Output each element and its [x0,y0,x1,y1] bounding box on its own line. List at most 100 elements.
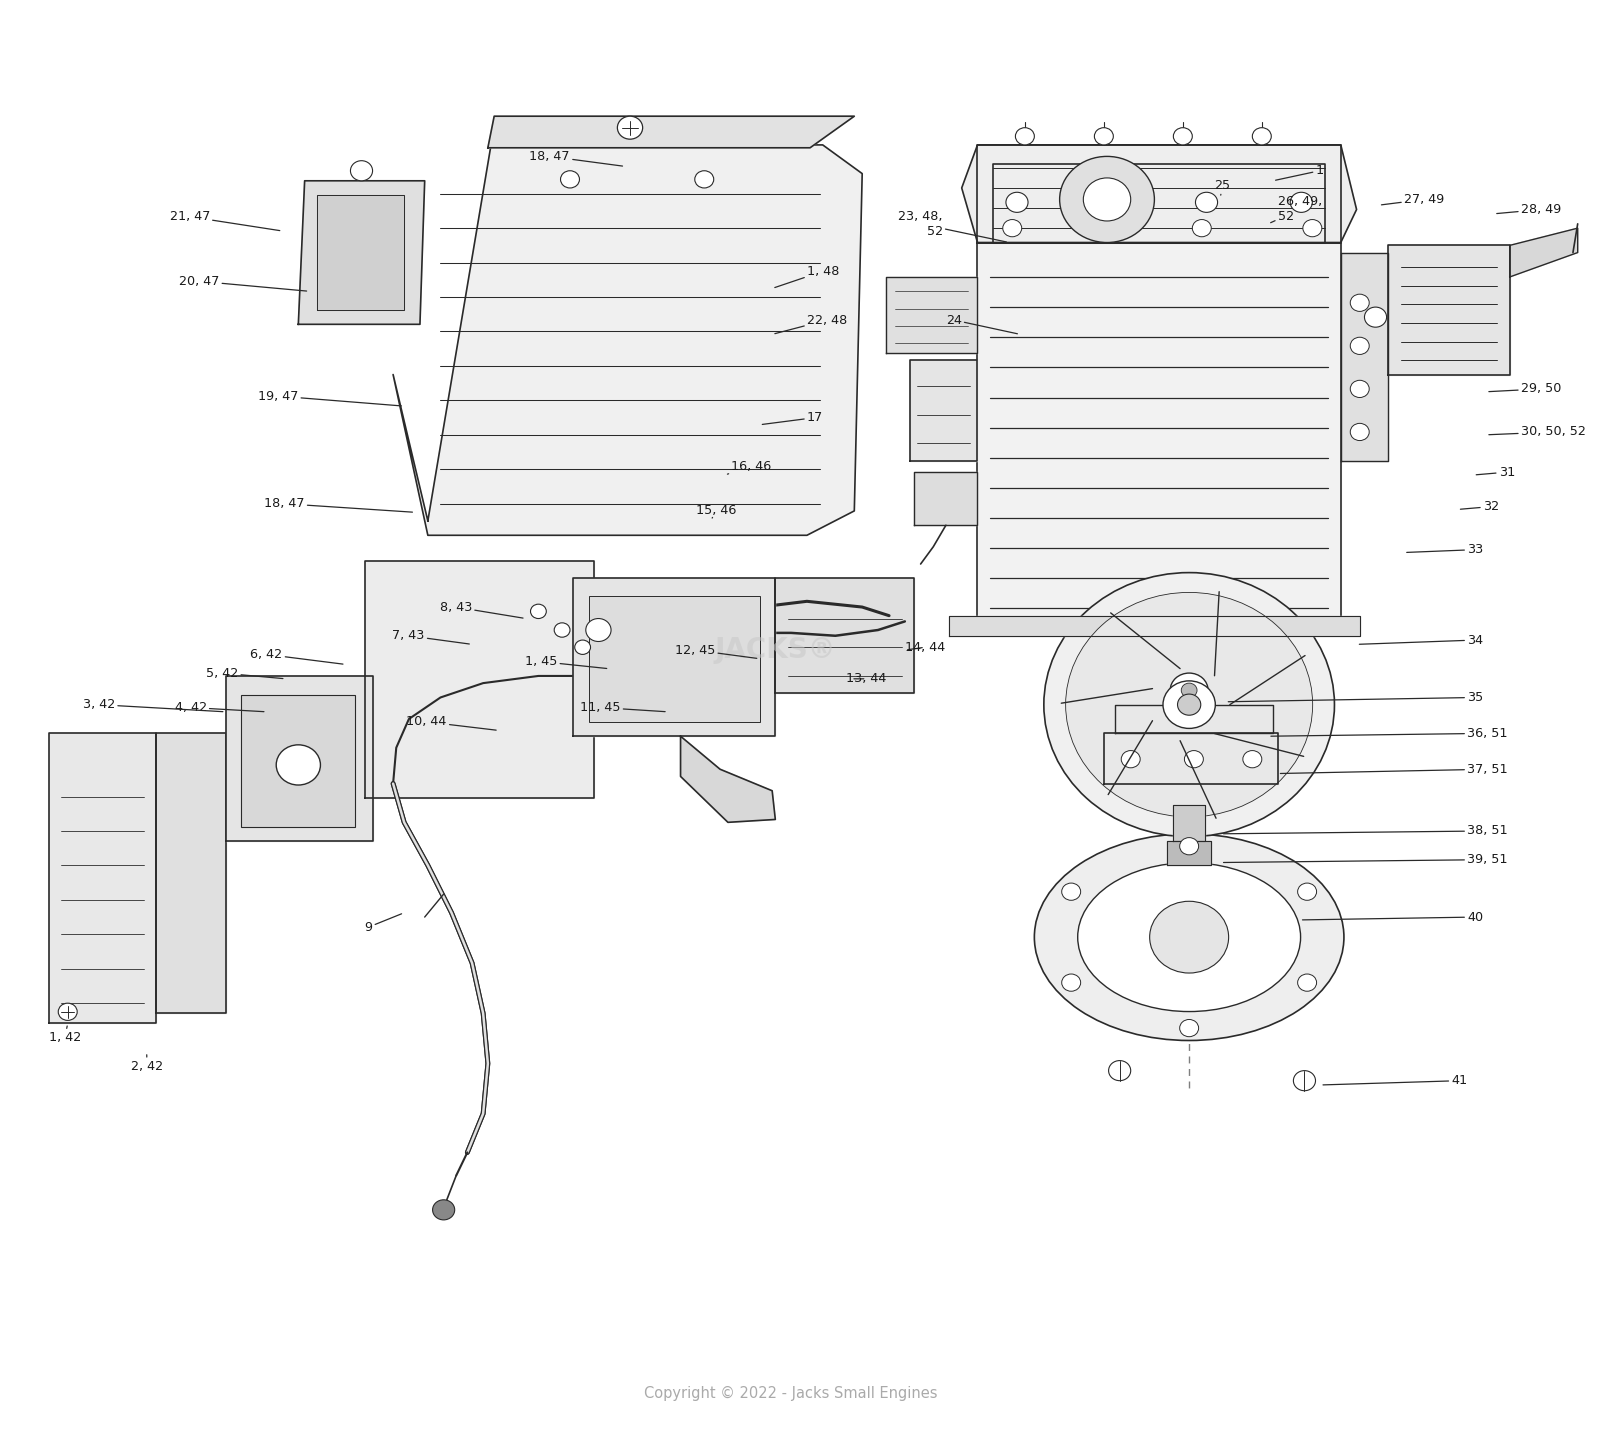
Ellipse shape [1034,834,1344,1041]
Bar [589,595,760,722]
Polygon shape [298,181,424,325]
Polygon shape [48,733,157,1024]
Text: 2, 42: 2, 42 [131,1054,163,1073]
Polygon shape [1389,246,1510,374]
Polygon shape [1341,253,1389,460]
Text: 31: 31 [1477,466,1515,479]
Circle shape [1062,883,1080,900]
Text: JACKS®: JACKS® [715,636,837,664]
Text: 10, 44: 10, 44 [406,715,496,731]
Circle shape [277,745,320,785]
Circle shape [1243,751,1262,768]
Text: 37, 51: 37, 51 [1280,762,1507,775]
Text: 36, 51: 36, 51 [1270,726,1507,741]
Circle shape [1302,220,1322,237]
Circle shape [58,1004,77,1021]
Polygon shape [1173,805,1205,841]
Text: 4, 42: 4, 42 [174,700,264,715]
Circle shape [1253,128,1272,145]
Text: 17: 17 [762,411,822,424]
Circle shape [694,171,714,188]
Circle shape [1150,902,1229,974]
Text: 1, 48: 1, 48 [774,265,840,288]
Polygon shape [1166,841,1211,866]
Circle shape [1192,220,1211,237]
Polygon shape [1510,229,1578,278]
Polygon shape [978,145,1341,243]
Circle shape [1290,193,1312,213]
Text: 1, 45: 1, 45 [525,656,606,669]
Text: 8, 43: 8, 43 [440,601,523,618]
Circle shape [1179,837,1198,854]
Circle shape [1043,572,1334,837]
Circle shape [1365,308,1387,328]
Circle shape [1178,695,1200,715]
Circle shape [1350,295,1370,312]
Circle shape [1016,128,1034,145]
Circle shape [1003,220,1022,237]
Circle shape [1062,974,1080,991]
Text: 41: 41 [1323,1074,1467,1087]
Polygon shape [317,196,405,311]
Circle shape [554,623,570,637]
Text: 23, 48,
52: 23, 48, 52 [898,210,1006,242]
Polygon shape [776,578,914,693]
Circle shape [1109,1061,1131,1081]
Circle shape [1184,751,1203,768]
Text: 33: 33 [1406,544,1483,557]
Text: 1, 42: 1, 42 [48,1025,82,1044]
Circle shape [1298,883,1317,900]
Text: 25: 25 [1214,178,1230,196]
Text: 19, 47: 19, 47 [258,390,402,406]
Polygon shape [1104,733,1277,784]
Polygon shape [365,561,594,798]
Circle shape [1170,673,1208,707]
Polygon shape [394,145,862,535]
Circle shape [1122,751,1141,768]
Text: 26, 49,
52: 26, 49, 52 [1270,196,1322,223]
Text: 40: 40 [1302,910,1483,923]
Circle shape [1173,128,1192,145]
Text: 15, 46: 15, 46 [696,505,736,518]
Circle shape [574,640,590,654]
Text: 7, 43: 7, 43 [392,630,469,644]
Text: 18, 47: 18, 47 [264,498,413,512]
Text: 39, 51: 39, 51 [1224,853,1507,866]
Circle shape [560,171,579,188]
Circle shape [586,618,611,641]
Polygon shape [226,676,373,841]
Polygon shape [488,116,854,148]
Text: 18, 47: 18, 47 [530,150,622,165]
Ellipse shape [1078,863,1301,1011]
Text: 34: 34 [1360,634,1483,647]
Text: 21, 47: 21, 47 [170,210,280,230]
Text: 24: 24 [946,313,1018,334]
Text: 6, 42: 6, 42 [251,649,342,664]
Polygon shape [914,472,978,525]
Text: 32: 32 [1461,500,1499,513]
Circle shape [1350,423,1370,440]
Text: 20, 47: 20, 47 [179,275,307,290]
Circle shape [1083,178,1131,221]
Circle shape [1350,380,1370,397]
Bar [242,695,355,827]
Text: 28, 49: 28, 49 [1496,203,1562,216]
Text: 22, 48: 22, 48 [774,313,846,334]
Polygon shape [680,736,776,823]
Polygon shape [962,145,1357,243]
Text: 38, 51: 38, 51 [1224,824,1507,837]
Circle shape [1059,157,1154,243]
Polygon shape [1115,705,1274,733]
Text: Copyright © 2022 - Jacks Small Engines: Copyright © 2022 - Jacks Small Engines [645,1386,938,1401]
Text: 5, 42: 5, 42 [206,667,283,680]
Text: 12, 45: 12, 45 [675,644,757,659]
Polygon shape [949,615,1360,636]
Text: 1: 1 [1275,164,1323,180]
Polygon shape [886,278,978,352]
Circle shape [1195,193,1218,213]
Circle shape [1298,974,1317,991]
Text: 9: 9 [365,913,402,933]
Text: 35: 35 [1229,692,1483,705]
Text: 27, 49: 27, 49 [1381,193,1445,206]
Circle shape [1094,128,1114,145]
